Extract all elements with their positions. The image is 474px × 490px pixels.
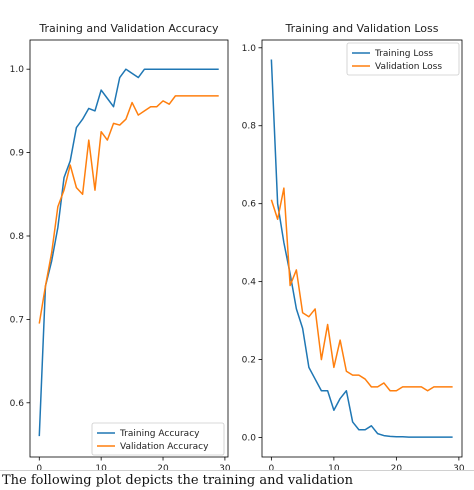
accuracy-y-tick-label: 1.0 (10, 65, 25, 75)
divider (0, 470, 474, 471)
loss-y-tick-label: 0.8 (242, 122, 257, 132)
figure-caption: The following plot depicts the training … (2, 473, 353, 488)
loss-chart: Training and Validation Loss 0 10 20 300.00… (242, 22, 465, 474)
accuracy-x-tick-label: 30 (219, 464, 231, 474)
accuracy-axes-frame (29, 39, 229, 458)
loss-chart-title: Training and Validation Loss (284, 22, 438, 35)
loss-axes-frame (261, 39, 463, 458)
accuracy-x-tick-label: 20 (157, 464, 169, 474)
accuracy-legend-label: Validation Accuracy (120, 442, 209, 452)
loss-legend-label: Training Loss (374, 49, 433, 59)
accuracy-x-tick-label: 0 (36, 464, 42, 474)
accuracy-y-tick-label: 0.9 (10, 149, 25, 159)
loss-y-tick-label: 0.2 (242, 356, 256, 366)
accuracy-chart-title: Training and Validation Accuracy (38, 22, 219, 35)
accuracy-series-validation-line (38, 95, 219, 324)
loss-x-tick-label: 0 (269, 464, 275, 474)
accuracy-plot-area: 0 10 20 30 0.6 0.7 0.8 0.9 1.0 Training Accuracy V… (10, 39, 231, 474)
accuracy-y-tick-label: 0.6 (10, 399, 25, 409)
loss-y-tick-label: 0.0 (242, 434, 257, 444)
loss-series-validation-line (270, 187, 453, 392)
loss-x-tick-label: 30 (453, 464, 465, 474)
accuracy-legend-label: Training Accuracy (119, 429, 200, 439)
loss-plot-area: 0 10 20 30 0.0 0.2 0.4 0.6 0.8 1.0 Training Loss Va… (242, 39, 465, 474)
accuracy-x-tick-label: 10 (95, 464, 107, 474)
accuracy-chart: Training and Validation Accuracy 0 10 20 30… (10, 22, 231, 474)
loss-y-tick-label: 0.4 (242, 278, 257, 288)
accuracy-y-tick-label: 0.8 (10, 232, 25, 242)
accuracy-y-tick-label: 0.7 (10, 315, 24, 325)
accuracy-legend (91, 422, 225, 456)
loss-y-tick-label: 0.6 (242, 200, 257, 210)
loss-legend (346, 42, 460, 76)
loss-legend-label: Validation Loss (375, 62, 442, 72)
accuracy-series-training-line (38, 68, 219, 437)
loss-y-tick-label: 1.0 (242, 44, 257, 54)
loss-x-tick-label: 20 (391, 464, 403, 474)
loss-x-tick-label: 10 (328, 464, 340, 474)
loss-series-training-line (270, 59, 453, 438)
